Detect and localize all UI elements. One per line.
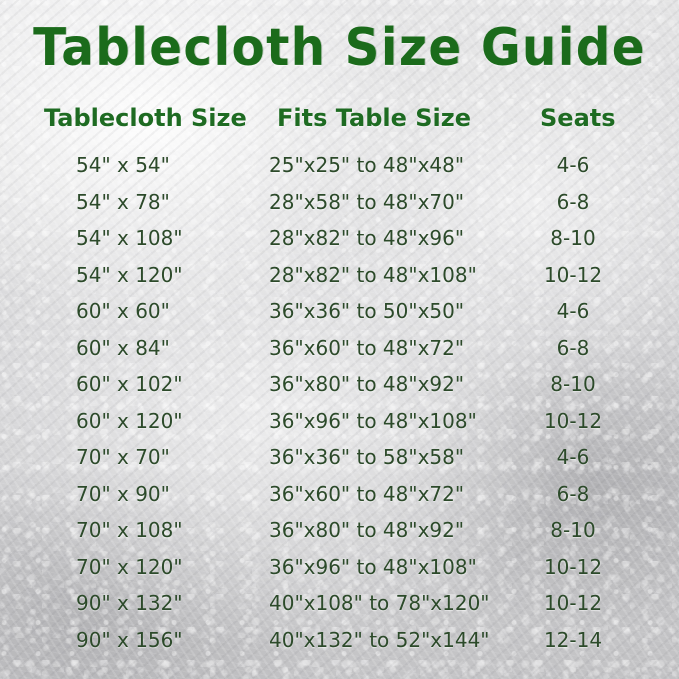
cell-fits-table-size: 36"x36" to 58"x58": [269, 445, 465, 469]
table-row: 90" x 156" 40"x132" to 52"x144" 12-14: [0, 626, 679, 663]
table-row: 54" x 108" 28"x82" to 48"x96" 8-10: [0, 224, 679, 261]
cell-tablecloth-size: 54" x 78": [76, 189, 170, 214]
cell-tablecloth-size: 54" x 54": [76, 153, 170, 177]
column-header-seats: Seats: [540, 104, 616, 132]
cell-seats: 12-14: [543, 627, 603, 652]
table-row: 60" x 102" 36"x80" to 48"x92" 8-10: [0, 370, 679, 407]
cell-tablecloth-size: 70" x 70": [76, 445, 170, 469]
cell-seats: 6-8: [556, 335, 590, 360]
cell-tablecloth-size: 60" x 102": [76, 372, 183, 396]
cell-fits-table-size: 36"x96" to 48"x108": [269, 554, 477, 579]
cell-fits-table-size: 28"x82" to 48"x108": [269, 262, 477, 287]
cell-tablecloth-size: 60" x 84": [76, 335, 170, 360]
cell-tablecloth-size: 90" x 132": [76, 591, 183, 615]
cell-fits-table-size: 40"x108" to 78"x120": [269, 591, 490, 615]
cell-fits-table-size: 36"x80" to 48"x92": [269, 518, 465, 542]
cell-seats: 4-6: [556, 299, 590, 323]
cell-tablecloth-size: 54" x 120": [76, 262, 183, 287]
cell-seats: 6-8: [556, 481, 590, 506]
cell-tablecloth-size: 70" x 120": [76, 554, 183, 579]
table-row: 70" x 90" 36"x60" to 48"x72" 6-8: [0, 480, 679, 517]
page-title: Tablecloth Size Guide: [33, 18, 646, 78]
cell-seats: 8-10: [550, 372, 596, 396]
cell-seats: 10-12: [543, 554, 603, 579]
table-row: 60" x 60" 36"x36" to 50"x50" 4-6: [0, 297, 679, 334]
cell-seats: 4-6: [556, 445, 590, 469]
cell-tablecloth-size: 60" x 60": [76, 299, 170, 323]
cell-seats: 4-6: [556, 153, 590, 177]
table-row: 70" x 108" 36"x80" to 48"x92" 8-10: [0, 516, 679, 553]
table-row: 54" x 120" 28"x82" to 48"x108" 10-12: [0, 261, 679, 298]
cell-tablecloth-size: 70" x 90": [76, 481, 170, 506]
table-row: 70" x 120" 36"x96" to 48"x108" 10-12: [0, 553, 679, 590]
cell-tablecloth-size: 60" x 120": [76, 408, 183, 433]
cell-fits-table-size: 36"x80" to 48"x92": [269, 372, 465, 396]
table-row: 54" x 54" 25"x25" to 48"x48" 4-6: [0, 151, 679, 188]
cell-fits-table-size: 36"x96" to 48"x108": [269, 408, 477, 433]
size-guide-table: Tablecloth Size Fits Table Size Seats 54…: [0, 104, 679, 662]
cell-fits-table-size: 28"x82" to 48"x96": [269, 226, 465, 250]
cell-tablecloth-size: 90" x 156": [76, 627, 183, 652]
cell-fits-table-size: 36"x60" to 48"x72": [269, 481, 465, 506]
cell-seats: 8-10: [550, 226, 596, 250]
cell-seats: 10-12: [543, 262, 603, 287]
table-row: 90" x 132" 40"x108" to 78"x120" 10-12: [0, 589, 679, 626]
table-row: 54" x 78" 28"x58" to 48"x70" 6-8: [0, 188, 679, 225]
column-header-fits-table-size: Fits Table Size: [277, 104, 472, 132]
cell-fits-table-size: 25"x25" to 48"x48": [269, 153, 465, 177]
table-header-row: Tablecloth Size Fits Table Size Seats: [0, 104, 679, 151]
cell-tablecloth-size: 70" x 108": [76, 518, 183, 542]
cell-fits-table-size: 28"x58" to 48"x70": [269, 189, 465, 214]
cell-seats: 10-12: [543, 591, 603, 615]
cell-seats: 10-12: [543, 408, 603, 433]
cell-seats: 8-10: [550, 518, 596, 542]
cell-seats: 6-8: [556, 189, 590, 214]
cell-fits-table-size: 40"x132" to 52"x144": [269, 627, 490, 652]
table-row: 60" x 84" 36"x60" to 48"x72" 6-8: [0, 334, 679, 371]
table-row: 70" x 70" 36"x36" to 58"x58" 4-6: [0, 443, 679, 480]
cell-fits-table-size: 36"x36" to 50"x50": [269, 299, 465, 323]
table-body: 54" x 54" 25"x25" to 48"x48" 4-6 54" x 78" 2…: [0, 151, 679, 662]
cell-tablecloth-size: 54" x 108": [76, 226, 183, 250]
column-header-tablecloth-size: Tablecloth Size: [44, 104, 247, 132]
cell-fits-table-size: 36"x60" to 48"x72": [269, 335, 465, 360]
table-row: 60" x 120" 36"x96" to 48"x108" 10-12: [0, 407, 679, 444]
